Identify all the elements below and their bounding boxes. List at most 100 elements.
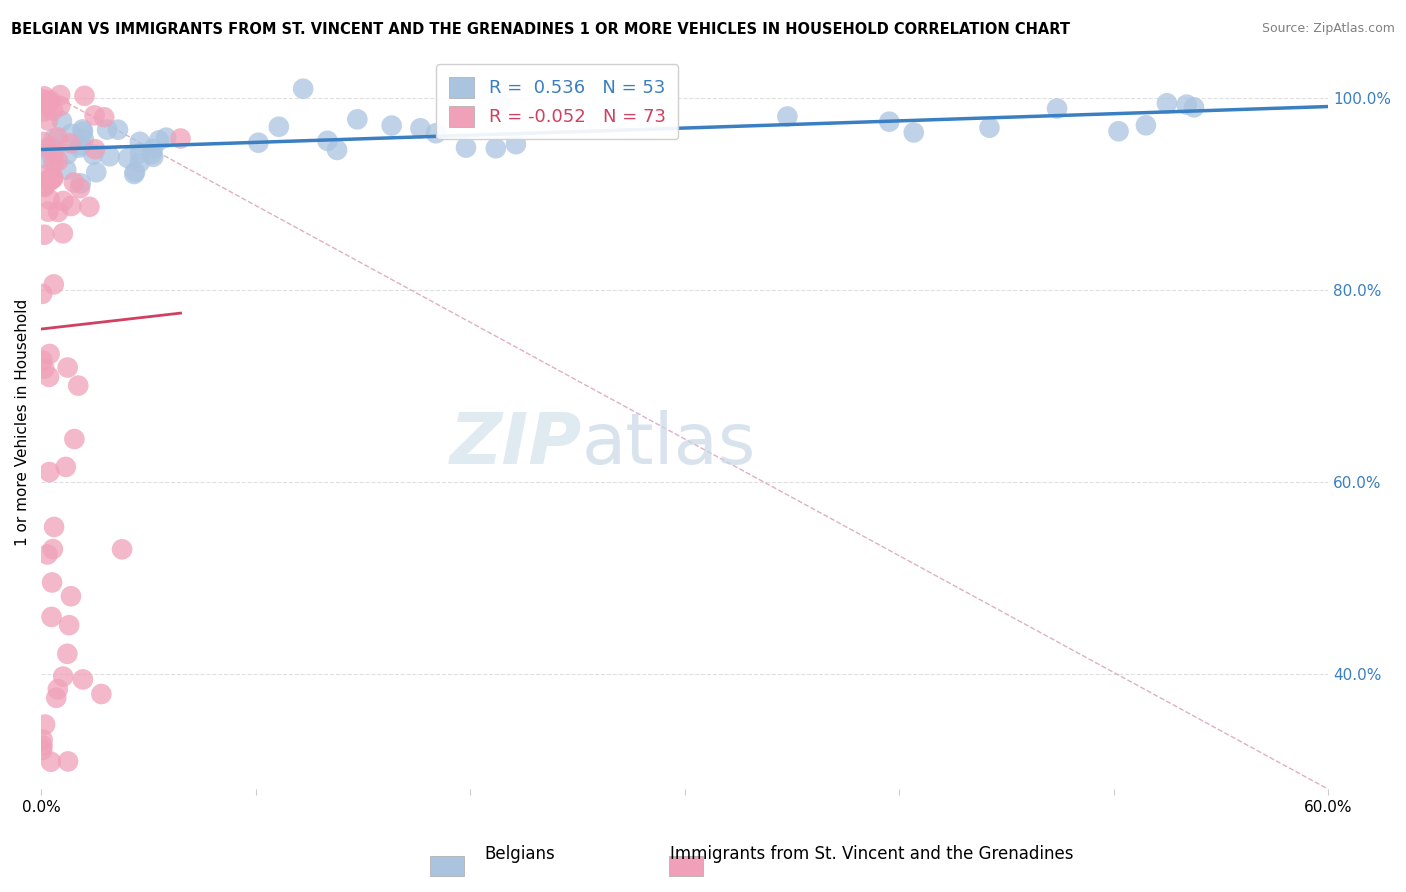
Point — [37, 153, 59, 167]
Point — [122, 167, 145, 181]
Point — [34, 717, 56, 731]
Point — [39, 172, 62, 186]
Point — [41, 575, 63, 590]
Point — [72, 125, 94, 139]
Y-axis label: 1 or more Vehicles in Household: 1 or more Vehicles in Household — [15, 299, 30, 546]
Point — [34, 179, 56, 194]
Point — [124, 165, 146, 179]
Point — [42, 146, 65, 161]
Point — [37, 113, 59, 128]
Point — [49, 99, 72, 113]
Point — [55, 162, 77, 177]
Point — [56, 147, 79, 161]
Point — [31, 743, 53, 757]
Point — [485, 141, 508, 155]
Point — [41, 140, 63, 154]
Point — [38, 465, 60, 479]
Point — [93, 110, 115, 124]
Point — [37, 98, 59, 112]
Point — [38, 174, 60, 188]
Point — [32, 227, 55, 242]
Point — [169, 131, 191, 145]
Point — [1108, 124, 1130, 138]
Point — [34, 89, 56, 103]
Point — [60, 127, 83, 141]
Text: Belgians: Belgians — [485, 845, 555, 863]
Point — [42, 542, 65, 557]
Point — [60, 199, 83, 213]
Point — [142, 150, 165, 164]
Point — [155, 130, 177, 145]
Point — [107, 122, 129, 136]
Point — [32, 178, 55, 193]
Point — [98, 149, 121, 163]
Point — [247, 136, 270, 150]
Point — [59, 136, 82, 151]
Point — [267, 120, 290, 134]
Point — [1175, 97, 1198, 112]
Point — [58, 618, 80, 632]
Point — [52, 227, 75, 241]
Point — [46, 682, 69, 697]
Point — [63, 176, 86, 190]
Point — [903, 125, 925, 139]
Point — [877, 114, 900, 128]
Point — [32, 104, 55, 119]
Point — [31, 732, 53, 747]
Point — [73, 88, 96, 103]
Point — [70, 138, 93, 153]
Point — [41, 610, 63, 624]
Point — [46, 154, 69, 169]
Point — [69, 181, 91, 195]
Point — [425, 126, 447, 140]
Point — [505, 137, 527, 152]
Point — [42, 156, 65, 170]
Point — [51, 114, 73, 128]
Point — [37, 204, 59, 219]
Point — [1156, 96, 1178, 111]
Point — [42, 170, 65, 185]
Point — [141, 147, 163, 161]
Point — [31, 739, 53, 753]
Point — [776, 110, 799, 124]
Point — [129, 146, 152, 161]
Point — [38, 95, 60, 109]
Point — [52, 669, 75, 683]
Text: ZIP: ZIP — [450, 409, 582, 479]
Point — [38, 172, 60, 186]
Point — [46, 130, 69, 145]
Point — [32, 135, 55, 149]
Point — [117, 151, 139, 165]
Point — [142, 142, 165, 156]
Point — [84, 142, 107, 156]
Point — [39, 94, 62, 108]
Point — [39, 755, 62, 769]
Point — [69, 177, 91, 191]
Point — [55, 459, 77, 474]
Point — [38, 193, 60, 207]
Text: BELGIAN VS IMMIGRANTS FROM ST. VINCENT AND THE GRENADINES 1 OR MORE VEHICLES IN : BELGIAN VS IMMIGRANTS FROM ST. VINCENT A… — [11, 22, 1070, 37]
Legend: R =  0.536   N = 53, R = -0.052   N = 73: R = 0.536 N = 53, R = -0.052 N = 73 — [436, 64, 678, 139]
Point — [1046, 102, 1069, 116]
Point — [1135, 118, 1157, 132]
Point — [42, 277, 65, 292]
Point — [34, 93, 56, 107]
Point — [52, 194, 75, 208]
Point — [31, 286, 53, 301]
Point — [67, 141, 90, 155]
Point — [409, 121, 432, 136]
Point — [46, 205, 69, 219]
Point — [83, 108, 105, 122]
Point — [72, 673, 94, 687]
Point — [128, 155, 150, 169]
Text: Immigrants from St. Vincent and the Grenadines: Immigrants from St. Vincent and the Gren… — [671, 845, 1073, 863]
Point — [73, 132, 96, 146]
Point — [34, 361, 56, 376]
Point — [381, 119, 404, 133]
Point — [31, 95, 53, 110]
Point — [72, 122, 94, 136]
Point — [56, 755, 79, 769]
Point — [489, 96, 512, 111]
Point — [31, 353, 53, 368]
Point — [454, 140, 477, 154]
